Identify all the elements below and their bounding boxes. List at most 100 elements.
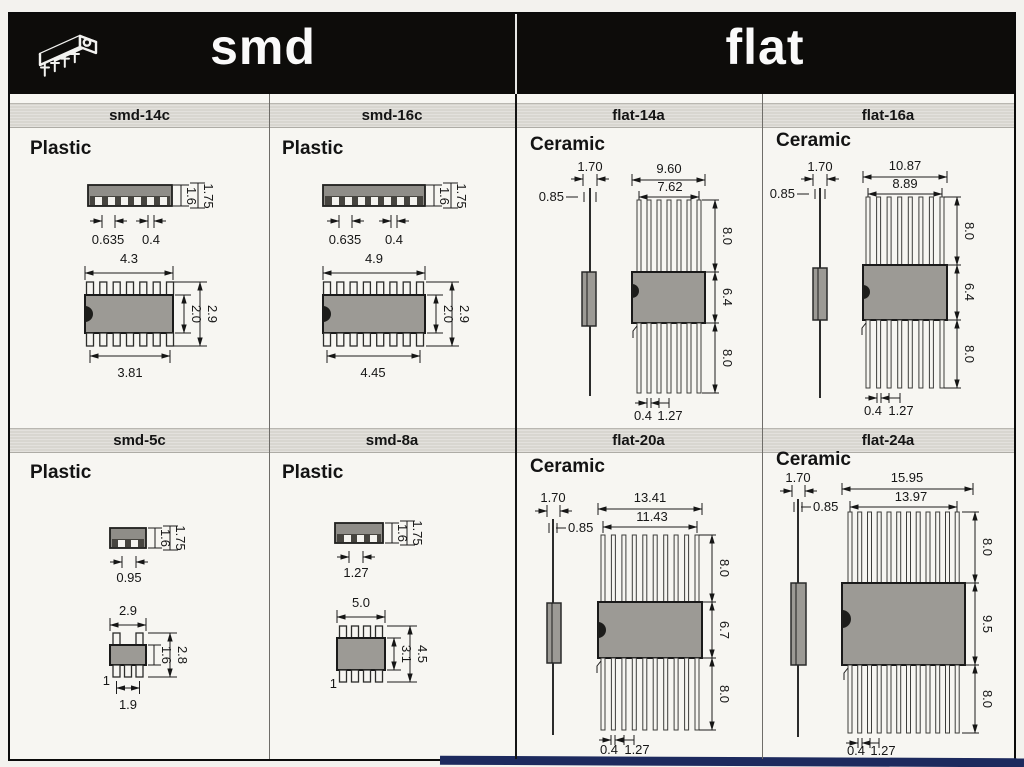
band-title: smd-16c (361, 107, 423, 124)
dim-label: 2.9 (457, 305, 472, 323)
pin1-label: 1 (330, 676, 337, 691)
dim-label: 1.6 (158, 529, 173, 547)
dim-label: 1.70 (577, 160, 602, 174)
dim-label: 1.70 (785, 470, 810, 485)
dim-label: 13.41 (634, 490, 667, 505)
band-title: flat-24a (861, 432, 915, 449)
smd-5c-drawing: 1.6 1.75 0.95 2.9 1 (103, 525, 190, 712)
side-view: 1.6 1.75 0.95 (109, 525, 188, 585)
dim-label: 5.0 (352, 595, 370, 610)
header-divider (515, 14, 517, 94)
dim-label: 8.0 (962, 222, 977, 240)
dim-label: 2.9 (119, 603, 137, 618)
side-view: 1.6 1.75 1.27 (334, 520, 425, 580)
header-title-smd: smd (210, 19, 316, 75)
side-view: 1.70 0.85 (770, 160, 839, 398)
dim-label: 8.0 (720, 227, 735, 245)
dim-label: 2.9 (205, 305, 220, 323)
dim-label: 1.75 (173, 525, 188, 550)
dim-label: 0.85 (539, 189, 564, 204)
dim-label: 0.635 (329, 232, 362, 247)
dim-label: 2.0 (189, 305, 204, 323)
page-frame: smd flat smd-14c smd-16c flat-14a flat-1… (8, 12, 1016, 761)
dim-label: 8.0 (962, 345, 977, 363)
dim-label: 8.0 (980, 690, 995, 708)
top-view: 2.9 1 1.6 2.8 1.9 (103, 603, 190, 712)
dim-label: 0.4 (142, 232, 160, 247)
column-divider (269, 94, 270, 759)
dim-label: 7.62 (657, 179, 682, 194)
dim-label: 1.75 (410, 520, 425, 545)
dim-label: 1.27 (343, 565, 368, 580)
dim-label: 1.6 (395, 524, 410, 542)
column-divider-smd-flat (515, 94, 517, 759)
side-view: 1.70 0.85 (780, 470, 838, 737)
flat-16a-drawing: 1.70 0.85 10.87 8.89 (770, 160, 977, 418)
top-view: 10.87 8.89 (861, 160, 977, 418)
dim-label: 1.6 (437, 187, 452, 205)
dim-label: 1.27 (624, 742, 649, 757)
dim-label: 10.87 (889, 160, 922, 173)
header-bar: smd flat (10, 14, 1014, 94)
smd-8a-drawing: 1.6 1.75 1.27 5.0 1 (330, 520, 430, 691)
top-view: 5.0 1 3.1 4.5 (330, 595, 430, 691)
material-label: Plastic (282, 138, 344, 159)
dim-label: 1.6 (159, 646, 174, 664)
dim-label: 2.0 (441, 305, 456, 323)
dim-label: 4.5 (415, 645, 430, 663)
material-label: Ceramic (530, 456, 605, 477)
flat-24a-drawing: 1.70 0.85 15.95 13.97 (780, 470, 995, 757)
dim-label: 0.4 (864, 403, 882, 418)
dim-label: 0.85 (770, 186, 795, 201)
band-row1: smd-14c smd-16c flat-14a flat-16a (10, 103, 1014, 128)
top-view: 9.60 7.62 (631, 161, 735, 423)
band-title: flat-16a (861, 107, 915, 124)
material-label: Plastic (30, 462, 92, 483)
dim-label: 0.85 (813, 499, 838, 514)
side-view: 1.70 0.85 (535, 490, 593, 735)
dim-label: 0.85 (568, 520, 593, 535)
header-title-flat: flat (725, 19, 805, 75)
material-label: Ceramic (776, 130, 851, 151)
band-title: flat-14a (612, 107, 665, 124)
band-title: smd-14c (109, 107, 170, 124)
dim-label: 0.95 (116, 570, 141, 585)
top-view: 15.95 13.97 (841, 470, 995, 757)
band-title: flat-20a (612, 432, 665, 449)
material-label: Plastic (30, 138, 92, 159)
dim-label: 0.635 (92, 232, 125, 247)
dim-label: 3.81 (117, 365, 142, 380)
dim-label: 8.89 (892, 176, 917, 191)
dim-label: 3.1 (399, 645, 414, 663)
dim-label: 6.4 (962, 283, 977, 301)
dim-label: 1.70 (540, 490, 565, 505)
top-view: 4.9 2.0 (322, 251, 472, 380)
side-view: 1.6 1.75 0.635 0.4 (87, 182, 216, 247)
dim-label: 4.45 (360, 365, 385, 380)
flat-14a-drawing: 1.70 0.85 9.60 7.62 (539, 160, 735, 423)
dim-label: 9.5 (980, 615, 995, 633)
dim-label: 13.97 (895, 489, 928, 504)
dim-label: 15.95 (891, 470, 924, 485)
side-view: 1.70 0.85 (539, 160, 609, 396)
smd-16c-drawing: 1.6 1.75 0.635 0.4 4.9 (322, 182, 472, 380)
dim-label: 0.4 (385, 232, 403, 247)
material-label: Plastic (282, 462, 344, 483)
flat-20a-drawing: 1.70 0.85 13.41 11.43 (535, 490, 732, 757)
dim-label: 0.4 (847, 743, 865, 757)
dim-label: 1.75 (454, 183, 469, 208)
dim-label: 1.9 (119, 697, 137, 712)
top-view: 4.3 2.0 (84, 251, 220, 380)
band-row2: smd-5c smd-8a flat-20a flat-24a (10, 428, 1014, 453)
catalog-grid: smd-14c smd-16c flat-14a flat-16a smd-5c… (10, 94, 1014, 759)
band-title: smd-8a (365, 432, 419, 449)
dim-label: 8.0 (717, 685, 732, 703)
dim-label: 0.4 (634, 408, 652, 423)
top-view: 13.41 11.43 (596, 490, 732, 757)
dim-label: 9.60 (656, 161, 681, 176)
band-title: smd-5c (113, 432, 166, 449)
page-bottom-strip (439, 755, 1024, 767)
dim-label: 1.6 (184, 187, 199, 205)
smd-14c-drawing: 1.6 1.75 0.635 0.4 4.3 (84, 182, 220, 380)
dim-label: 1.27 (870, 743, 895, 757)
